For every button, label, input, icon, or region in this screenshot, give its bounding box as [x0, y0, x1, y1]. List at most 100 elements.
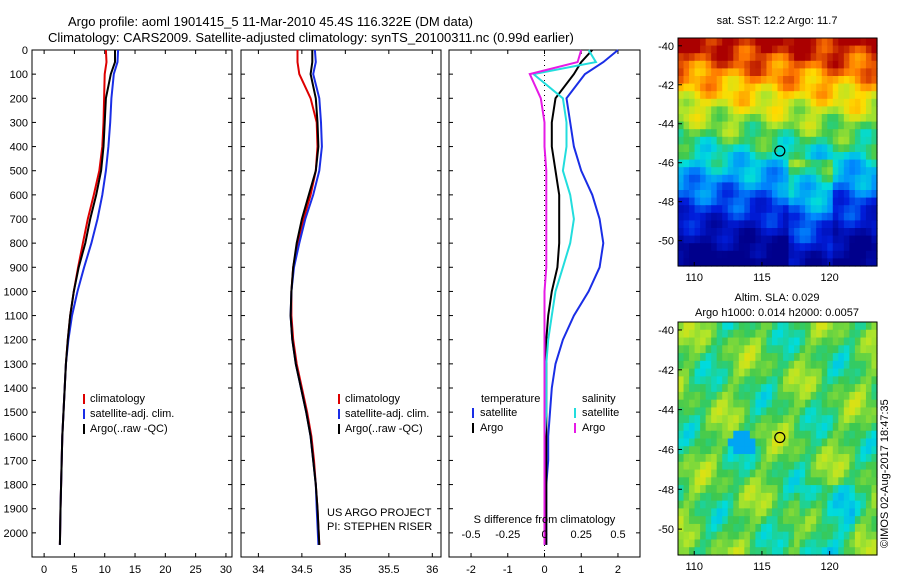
heatmap-cell	[771, 547, 779, 556]
heatmap-cell	[860, 220, 867, 229]
heatmap-cell	[871, 422, 878, 432]
s-tick-label: 0.5	[610, 529, 625, 541]
heatmap-cell	[799, 322, 806, 331]
heatmap-cell	[744, 235, 751, 244]
heatmap-cell	[827, 129, 834, 138]
heatmap-cell	[683, 337, 690, 346]
heatmap-cell	[816, 98, 823, 107]
heatmap-cell	[838, 68, 845, 77]
heatmap-cell	[727, 391, 734, 401]
heatmap-cell	[849, 415, 856, 424]
heatmap-cell	[727, 461, 734, 471]
heatmap-cell	[722, 430, 729, 440]
heatmap-cell	[705, 516, 712, 525]
heatmap-cell	[711, 345, 718, 354]
heatmap-cell	[771, 106, 779, 115]
heatmap-cell	[805, 159, 812, 168]
heatmap-cell	[711, 407, 718, 416]
heatmap-cell	[799, 523, 806, 533]
heatmap-cell	[832, 345, 839, 354]
heatmap-cell	[860, 250, 867, 259]
heatmap-cell	[860, 477, 867, 486]
heatmap-cell	[771, 38, 779, 47]
heatmap-cell	[788, 337, 795, 346]
heatmap-cell	[860, 461, 867, 471]
heatmap-cell	[689, 152, 696, 161]
heatmap-cell	[727, 243, 734, 252]
heatmap-cell	[733, 68, 740, 77]
heatmap-cell	[694, 492, 701, 502]
heatmap-cell	[777, 174, 784, 183]
heatmap-cell	[733, 547, 740, 556]
heatmap-cell	[832, 129, 839, 138]
heatmap-cell	[694, 76, 701, 85]
heatmap-cell	[810, 446, 817, 455]
heatmap-cell	[827, 91, 834, 100]
heatmap-cell	[777, 384, 784, 393]
heatmap-cell	[783, 461, 790, 471]
heatmap-cell	[821, 500, 828, 509]
heatmap-cell	[705, 322, 712, 331]
legend-entry: Argo	[480, 422, 503, 434]
heatmap-cell	[683, 407, 690, 416]
heatmap-cell	[760, 337, 768, 346]
heatmap-cell	[854, 144, 862, 153]
heatmap-cell	[860, 523, 867, 533]
heatmap-cell	[783, 83, 790, 92]
heatmap-cell	[694, 391, 701, 401]
heatmap-cell	[722, 197, 729, 206]
heatmap-cell	[821, 353, 828, 362]
heatmap-cell	[716, 159, 723, 168]
heatmap-cell	[827, 167, 834, 176]
heatmap-cell	[694, 360, 701, 370]
heatmap-cell	[766, 91, 773, 100]
heatmap-cell	[777, 45, 784, 54]
heatmap-cell	[683, 144, 690, 153]
heatmap-cell	[794, 508, 801, 517]
heatmap-cell	[683, 461, 690, 471]
heatmap-cell	[843, 337, 850, 346]
heatmap-cell	[716, 531, 723, 541]
heatmap-cell	[738, 83, 745, 92]
heatmap-cell	[816, 337, 823, 346]
heatmap-cell	[832, 190, 839, 199]
heatmap-cell	[816, 129, 823, 138]
heatmap-cell	[689, 446, 696, 455]
heatmap-cell	[777, 197, 784, 206]
heatmap-cell	[705, 461, 712, 471]
heatmap-cell	[738, 329, 745, 339]
heatmap-cell	[788, 329, 795, 339]
heatmap-cell	[827, 508, 834, 517]
heatmap-cell	[700, 477, 707, 486]
map-y-tick-label: -48	[658, 197, 674, 209]
heatmap-cell	[711, 547, 718, 556]
heatmap-cell	[810, 345, 817, 354]
heatmap-cell	[783, 415, 790, 424]
heatmap-cell	[816, 384, 823, 393]
heatmap-cell	[700, 415, 707, 424]
heatmap-cell	[860, 469, 867, 478]
heatmap-cell	[788, 136, 795, 145]
heatmap-cell	[865, 438, 873, 447]
heatmap-cell	[678, 68, 685, 77]
heatmap-cell	[816, 53, 823, 62]
heatmap-cell	[810, 243, 817, 252]
heatmap-cell	[766, 500, 773, 509]
heatmap-cell	[744, 539, 751, 548]
heatmap-cell	[738, 190, 745, 199]
heatmap-cell	[788, 516, 795, 525]
heatmap-cell	[733, 539, 740, 548]
heatmap-cell	[865, 190, 873, 199]
heatmap-cell	[727, 485, 734, 494]
heatmap-cell	[760, 106, 768, 115]
heatmap-cell	[794, 121, 801, 130]
heatmap-cell	[871, 376, 878, 385]
heatmap-cell	[810, 430, 817, 440]
heatmap-cell	[749, 547, 756, 556]
heatmap-cell	[744, 461, 751, 471]
heatmap-cell	[838, 53, 845, 62]
heatmap-cell	[854, 430, 862, 440]
heatmap-cell	[865, 523, 873, 533]
heatmap-cell	[755, 469, 762, 478]
heatmap-cell	[749, 197, 756, 206]
